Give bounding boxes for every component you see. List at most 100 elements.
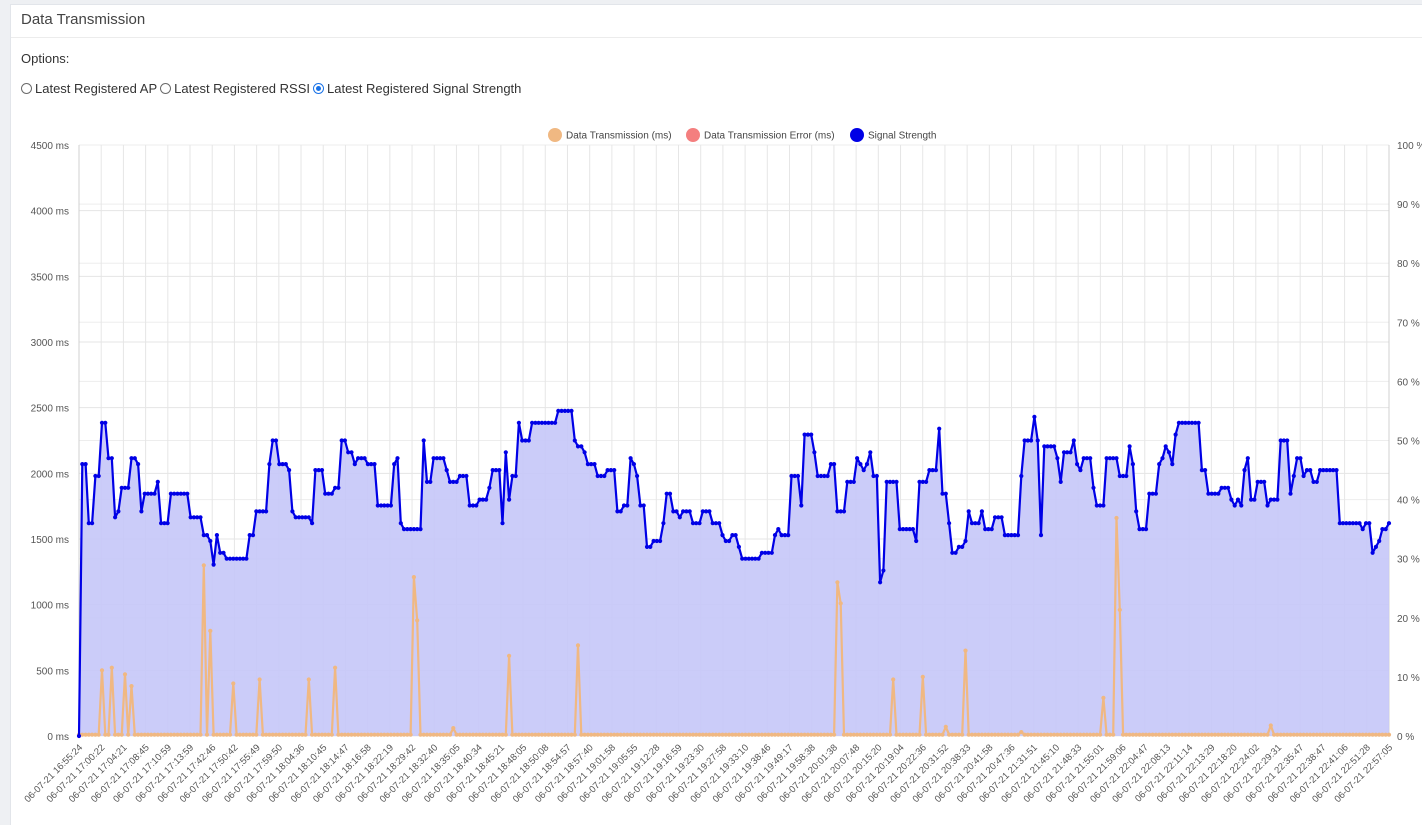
data-transmission-point — [1242, 732, 1247, 737]
signal-strength-point — [1078, 468, 1083, 473]
options-label: Options: — [21, 51, 70, 66]
signal-strength-point — [651, 538, 656, 544]
signal-strength-point — [126, 485, 131, 490]
data-transmission-point — [333, 665, 338, 670]
signal-strength-point — [1363, 521, 1369, 526]
options-radio-group: Latest Registered AP Latest Registered R… — [21, 81, 524, 96]
data-transmission-point — [159, 732, 164, 737]
data-transmission-point — [1015, 732, 1021, 737]
signal-strength-point — [106, 456, 111, 461]
data-transmission-point — [664, 732, 669, 737]
signal-strength-point — [467, 503, 472, 508]
signal-strength-point — [996, 515, 1001, 520]
data-transmission-point — [953, 732, 958, 737]
signal-strength-point — [766, 550, 771, 555]
signal-strength-point — [582, 450, 587, 455]
data-transmission-point — [1170, 732, 1175, 737]
radio-latest-signal-strength[interactable] — [313, 83, 324, 94]
data-transmission-point — [93, 732, 98, 737]
data-transmission-point — [1130, 732, 1135, 737]
data-transmission-point — [1121, 732, 1126, 737]
signal-strength-point — [1124, 473, 1129, 479]
data-transmission-point — [1229, 732, 1234, 737]
radio-latest-ap[interactable] — [21, 83, 32, 94]
data-transmission-point — [602, 732, 607, 737]
data-transmission-point — [595, 732, 600, 737]
data-transmission-point — [799, 732, 804, 737]
signal-strength-point — [746, 556, 751, 561]
signal-strength-point — [1081, 456, 1086, 461]
data-transmission-point — [766, 732, 771, 737]
data-transmission-point — [1048, 732, 1053, 737]
signal-strength-point — [1045, 444, 1050, 449]
data-transmission-point — [1262, 732, 1267, 737]
data-transmission-point — [986, 732, 991, 737]
signal-strength-point — [543, 420, 548, 425]
data-transmission-point — [1363, 732, 1369, 737]
data-transmission-point — [1009, 732, 1014, 737]
left-axis-tick-label: 4500 ms — [31, 141, 69, 152]
legend-item[interactable]: Data Transmission Error (ms) — [686, 128, 835, 142]
radio-option-latest-signal-strength[interactable]: Latest Registered Signal Strength — [313, 81, 521, 96]
right-axis-tick-label: 50 % — [1397, 437, 1420, 448]
data-transmission-point — [1255, 732, 1260, 737]
data-transmission-point — [1147, 732, 1152, 737]
data-transmission-point — [1038, 732, 1044, 737]
signal-strength-point — [664, 491, 669, 496]
signal-strength-point — [1288, 491, 1293, 496]
legend-item[interactable]: Signal Strength — [850, 128, 936, 142]
signal-strength-point — [254, 509, 259, 514]
signal-strength-point — [1265, 503, 1270, 508]
data-transmission-point — [707, 732, 712, 737]
data-transmission-point — [1084, 732, 1089, 737]
signal-strength-point — [743, 556, 748, 561]
data-transmission-point — [208, 628, 213, 633]
data-transmission-point — [80, 732, 85, 737]
data-transmission-point — [1304, 732, 1309, 737]
data-transmission-point — [1137, 732, 1142, 737]
signal-strength-point — [260, 509, 265, 514]
data-transmission-point — [1101, 695, 1106, 701]
data-transmission-point — [746, 732, 751, 737]
signal-strength-point — [841, 509, 847, 514]
data-transmission-point — [300, 732, 305, 737]
signal-strength-point — [979, 509, 985, 514]
signal-strength-point — [694, 521, 699, 526]
data-transmission-panel: Data Transmission Options: Latest Regist… — [10, 4, 1422, 825]
signal-strength-point — [621, 503, 627, 508]
signal-strength-point — [379, 503, 384, 508]
signal-strength-point — [392, 462, 397, 467]
data-transmission-point — [1071, 732, 1076, 737]
signal-strength-point — [901, 527, 906, 532]
radio-option-latest-ap[interactable]: Latest Registered AP — [21, 81, 157, 96]
signal-strength-point — [438, 456, 443, 461]
data-transmission-point — [546, 732, 551, 737]
signal-strength-point — [1354, 521, 1359, 526]
signal-strength-point — [1370, 550, 1375, 555]
data-transmission-point — [894, 732, 899, 737]
left-axis-tick-label: 4000 ms — [31, 207, 69, 218]
signal-strength-point — [1058, 479, 1063, 484]
signal-strength-point — [362, 456, 367, 461]
signal-strength-point — [1334, 468, 1339, 473]
radio-option-latest-rssi[interactable]: Latest Registered RSSI — [160, 81, 310, 96]
radio-latest-rssi[interactable] — [160, 83, 172, 94]
signal-strength-point — [950, 550, 955, 555]
signal-strength-point — [1258, 479, 1264, 484]
data-transmission-point — [776, 732, 781, 737]
signal-strength-point — [234, 556, 239, 561]
data-transmission-point — [1058, 732, 1063, 737]
signal-strength-point — [1295, 456, 1300, 461]
signal-strength-point — [953, 550, 958, 555]
data-transmission-point — [500, 732, 505, 737]
signal-strength-point — [615, 509, 620, 514]
signal-strength-point — [917, 479, 922, 484]
signal-strength-point — [201, 533, 206, 538]
data-transmission-point — [575, 643, 581, 648]
signal-strength-point — [155, 479, 160, 484]
signal-strength-points — [76, 408, 1392, 739]
legend-item[interactable]: Data Transmission (ms) — [548, 128, 672, 142]
data-transmission-point — [1285, 732, 1290, 737]
signal-strength-point — [356, 456, 361, 461]
data-transmission-point — [549, 732, 554, 737]
